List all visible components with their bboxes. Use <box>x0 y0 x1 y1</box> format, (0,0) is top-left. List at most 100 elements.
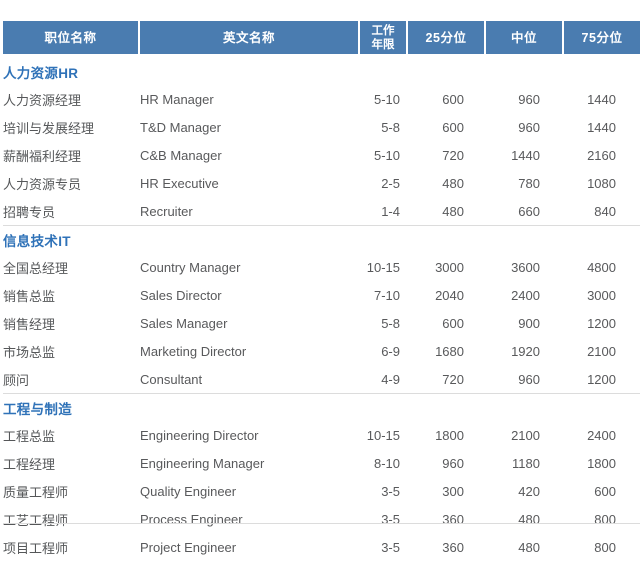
cell-percentile-75: 1080 <box>587 175 616 191</box>
table-row[interactable]: 工艺工程师 Process Engineer 3-5 360 480 800 <box>0 505 640 533</box>
table-row[interactable]: 人力资源经理 HR Manager 5-10 600 960 1440 <box>0 85 640 113</box>
table-header-row: 职位名称 英文名称 工作 年限 25分位 中位 75分位 <box>3 21 640 54</box>
cell-work-years: 3-5 <box>381 511 400 527</box>
cell-job-title: 销售总监 <box>3 288 56 304</box>
column-header-percentile-75[interactable]: 75分位 <box>564 21 640 54</box>
column-header-work-years-label-line2: 年限 <box>371 38 395 51</box>
cell-job-title: 项目工程师 <box>3 540 69 556</box>
cell-work-years: 6-9 <box>381 343 400 359</box>
cell-job-title: 培训与发展经理 <box>3 120 95 136</box>
cell-median: 420 <box>518 483 540 499</box>
cell-percentile-25: 600 <box>442 119 464 135</box>
section-header-1[interactable]: 信息技术IT <box>0 226 640 253</box>
cell-english-name: Sales Manager <box>140 315 228 331</box>
table-row[interactable]: 招聘专员 Recruiter 1-4 480 660 840 <box>0 197 640 225</box>
column-header-english-name-label: 英文名称 <box>222 30 275 45</box>
cell-english-name: Project Engineer <box>140 539 237 555</box>
cell-english-name: HR Manager <box>140 91 214 107</box>
cell-median: 2100 <box>511 427 540 443</box>
cell-job-title: 招聘专员 <box>3 204 56 220</box>
cell-percentile-75: 1440 <box>587 91 616 107</box>
table-row[interactable]: 质量工程师 Quality Engineer 3-5 300 420 600 <box>0 477 640 505</box>
table-row[interactable]: 销售总监 Sales Director 7-10 2040 2400 3000 <box>0 281 640 309</box>
table-row[interactable]: 全国总经理 Country Manager 10-15 3000 3600 4800 <box>0 253 640 281</box>
cell-median: 480 <box>518 511 540 527</box>
column-header-job-title-label: 职位名称 <box>44 30 97 45</box>
cell-job-title: 销售经理 <box>3 316 56 332</box>
cell-percentile-75: 600 <box>594 483 616 499</box>
section-title: 信息技术IT <box>3 233 71 249</box>
cell-median: 900 <box>518 315 540 331</box>
section-divider <box>3 393 640 394</box>
cell-percentile-25: 480 <box>442 175 464 191</box>
cell-english-name: T&D Manager <box>140 119 221 135</box>
table-bottom-divider <box>3 523 640 524</box>
cell-job-title: 质量工程师 <box>3 484 69 500</box>
table-row[interactable]: 人力资源专员 HR Executive 2-5 480 780 1080 <box>0 169 640 197</box>
column-header-job-title[interactable]: 职位名称 <box>3 21 138 54</box>
cell-english-name: Engineering Manager <box>140 455 265 471</box>
section-title: 工程与制造 <box>3 401 72 417</box>
cell-job-title: 工程经理 <box>3 456 56 472</box>
table-section: 工程与制造 工程总监 Engineering Director 10-15 1800 21… <box>0 393 640 561</box>
cell-median: 1180 <box>512 455 540 471</box>
cell-percentile-75: 1200 <box>587 315 616 331</box>
cell-work-years: 3-5 <box>381 539 400 555</box>
cell-percentile-25: 720 <box>442 147 464 163</box>
column-header-english-name[interactable]: 英文名称 <box>140 21 358 54</box>
column-header-median[interactable]: 中位 <box>486 21 562 54</box>
cell-work-years: 5-8 <box>381 119 400 135</box>
column-header-percentile-25[interactable]: 25分位 <box>408 21 484 54</box>
cell-median: 960 <box>518 91 540 107</box>
cell-percentile-75: 800 <box>594 539 616 555</box>
table-section: 信息技术IT 全国总经理 Country Manager 10-15 3000 3600 4… <box>0 225 640 393</box>
cell-percentile-25: 600 <box>442 91 464 107</box>
cell-percentile-75: 2400 <box>587 427 616 443</box>
cell-english-name: Recruiter <box>140 203 193 219</box>
cell-job-title: 顾问 <box>3 372 30 388</box>
column-header-percentile-75-label: 75分位 <box>581 30 623 45</box>
cell-percentile-25: 960 <box>442 455 464 471</box>
table-section: 人力资源HR 人力资源经理 HR Manager 5-10 600 960 1440 培训与发… <box>0 58 640 225</box>
cell-work-years: 2-5 <box>381 175 400 191</box>
cell-percentile-75: 4800 <box>587 259 616 275</box>
table-row[interactable]: 培训与发展经理 T&D Manager 5-8 600 960 1440 <box>0 113 640 141</box>
table-row[interactable]: 销售经理 Sales Manager 5-8 600 900 1200 <box>0 309 640 337</box>
cell-job-title: 人力资源经理 <box>3 92 82 108</box>
table-row[interactable]: 工程经理 Engineering Manager 8-10 960 1180 1800 <box>0 449 640 477</box>
section-divider <box>3 225 640 226</box>
cell-median: 1440 <box>511 147 540 163</box>
section-header-0[interactable]: 人力资源HR <box>0 58 640 85</box>
cell-work-years: 5-8 <box>381 315 400 331</box>
cell-english-name: Country Manager <box>140 259 241 275</box>
cell-median: 480 <box>518 539 540 555</box>
cell-percentile-25: 3000 <box>435 259 464 275</box>
cell-percentile-25: 1800 <box>435 427 464 443</box>
cell-percentile-75: 2160 <box>587 147 616 163</box>
cell-median: 660 <box>518 203 540 219</box>
cell-median: 960 <box>518 371 540 387</box>
cell-english-name: Consultant <box>140 371 203 387</box>
cell-percentile-75: 2100 <box>587 343 616 359</box>
cell-english-name: HR Executive <box>140 175 219 191</box>
cell-percentile-25: 600 <box>442 315 464 331</box>
cell-work-years: 5-10 <box>373 91 400 107</box>
cell-english-name: Sales Director <box>140 287 222 303</box>
cell-percentile-75: 1440 <box>587 119 616 135</box>
table-row[interactable]: 顾问 Consultant 4-9 720 960 1200 <box>0 365 640 393</box>
section-header-2[interactable]: 工程与制造 <box>0 394 640 421</box>
table-row[interactable]: 薪酬福利经理 C&B Manager 5-10 720 1440 2160 <box>0 141 640 169</box>
table-row[interactable]: 市场总监 Marketing Director 6-9 1680 1920 2100 <box>0 337 640 365</box>
column-header-median-label: 中位 <box>510 30 537 45</box>
cell-percentile-25: 300 <box>442 483 464 499</box>
cell-work-years: 1-4 <box>381 203 400 219</box>
table-row[interactable]: 工程总监 Engineering Director 10-15 1800 2100 240… <box>0 421 640 449</box>
cell-median: 2400 <box>511 287 540 303</box>
cell-job-title: 人力资源专员 <box>3 176 82 192</box>
cell-job-title: 工程总监 <box>3 428 56 444</box>
cell-english-name: Process Engineer <box>140 511 243 527</box>
column-header-work-years[interactable]: 工作 年限 <box>360 21 406 54</box>
table-row[interactable]: 项目工程师 Project Engineer 3-5 360 480 800 <box>0 533 640 561</box>
cell-percentile-75: 3000 <box>587 287 616 303</box>
cell-job-title: 市场总监 <box>3 344 56 360</box>
